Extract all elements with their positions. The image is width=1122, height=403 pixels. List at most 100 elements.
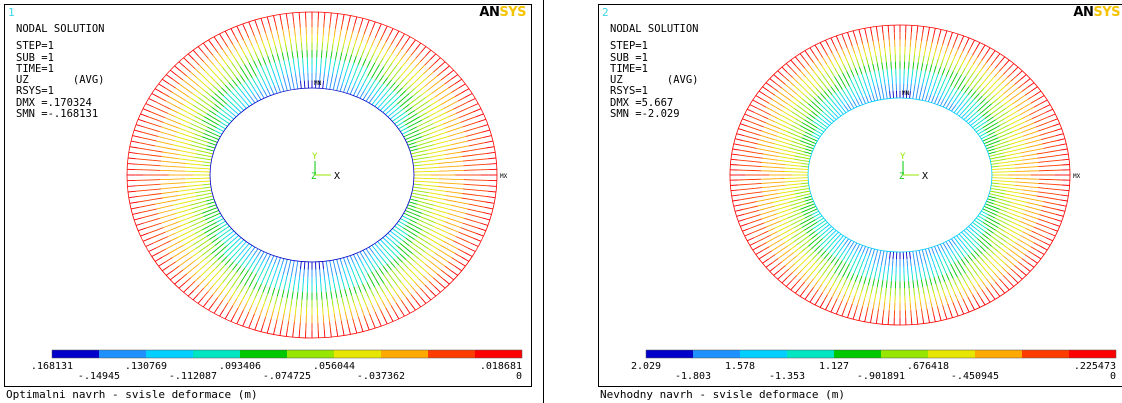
contour-ray-segment xyxy=(288,82,292,91)
contour-ray-segment xyxy=(412,116,420,122)
contour-ray-segment xyxy=(1050,228,1058,232)
contour-ray-segment xyxy=(424,80,432,87)
contour-ray-segment xyxy=(926,308,929,316)
contour-ray-segment xyxy=(415,52,422,59)
contour-ray-segment xyxy=(987,148,996,152)
contour-ray-segment xyxy=(773,74,780,80)
contour-ray-segment xyxy=(986,128,994,134)
contour-ray-segment xyxy=(844,40,848,48)
contour-ray-segment xyxy=(892,251,895,260)
contour-ray-segment xyxy=(1052,198,1060,201)
contour-ray-segment xyxy=(241,251,248,258)
contour-ray-segment xyxy=(272,38,276,47)
contour-ray-segment xyxy=(394,311,400,320)
contour-ray-segment xyxy=(779,195,788,198)
legend-label-bottom: 0 xyxy=(1110,371,1116,382)
contour-ray-segment xyxy=(185,256,193,262)
contour-ray-segment xyxy=(410,129,419,134)
contour-ray-segment xyxy=(384,88,391,95)
contour-ray-segment xyxy=(1038,233,1046,239)
contour-ray-segment xyxy=(987,198,996,202)
contour-ray-segment xyxy=(989,157,998,160)
contour-ray-segment xyxy=(360,324,364,332)
contour-ray-segment xyxy=(441,206,451,210)
contour-ray-segment xyxy=(1021,258,1029,264)
contour-ray-segment xyxy=(413,70,420,77)
contour-ray-segment xyxy=(811,100,818,107)
contour-ray-segment xyxy=(175,210,184,215)
contour-ray-segment xyxy=(402,261,409,269)
contour-ray-segment xyxy=(178,189,187,192)
contour-ray-segment xyxy=(993,71,1000,78)
contour-ray-segment xyxy=(252,69,257,77)
contour-ray-segment xyxy=(991,185,999,188)
contour-ray-segment xyxy=(433,104,441,110)
contour-ray-segment xyxy=(1022,231,1030,236)
contour-ray-segment xyxy=(209,207,218,211)
contour-ray-segment xyxy=(815,87,822,94)
contour-ray-segment xyxy=(231,272,237,279)
contour-ray-segment xyxy=(321,42,324,51)
contour-ray-segment xyxy=(849,54,853,62)
contour-ray-segment xyxy=(1021,158,1030,161)
contour-ray-segment xyxy=(195,156,204,160)
contour-ray-segment xyxy=(965,37,970,45)
contour-ray-segment xyxy=(148,208,157,212)
contour-ray-segment xyxy=(733,204,742,207)
contour-ray-segment xyxy=(817,68,823,76)
contour-ray-segment xyxy=(988,248,995,255)
contour-ray-segment xyxy=(916,316,919,325)
plot-frame xyxy=(598,4,1122,387)
legend-swatch xyxy=(428,350,475,358)
contour-ray-segment xyxy=(158,231,166,236)
contour-ray-segment xyxy=(805,76,812,83)
contour-ray-segment xyxy=(424,93,432,99)
contour-ray-segment xyxy=(477,200,487,203)
contour-ray-segment xyxy=(154,88,163,94)
contour-ray-segment xyxy=(791,140,800,145)
contour-ray-segment xyxy=(207,218,215,224)
contour-ray-segment xyxy=(914,40,917,48)
contour-ray-segment xyxy=(1061,164,1070,166)
contour-ray-segment xyxy=(358,41,362,50)
contour-ray-segment xyxy=(773,143,782,147)
contour-ray-segment xyxy=(951,56,956,64)
contour-ray-segment xyxy=(158,248,167,254)
contour-ray-segment xyxy=(157,135,167,139)
ansys-logo: ANSYS xyxy=(479,5,526,20)
contour-ray-segment xyxy=(1054,218,1062,222)
contour-ray-segment xyxy=(1027,250,1035,256)
contour-ray-segment xyxy=(772,235,781,240)
legend-swatch xyxy=(881,350,928,358)
contour-ray-segment xyxy=(930,87,934,95)
contour-ray-segment xyxy=(416,123,425,128)
contour-ray-segment xyxy=(151,217,160,222)
contour-ray-segment xyxy=(460,119,469,123)
contour-ray-segment xyxy=(1027,82,1035,88)
contour-ray-segment xyxy=(444,124,453,129)
contour-ray-segment xyxy=(813,272,819,279)
contour-ray-segment xyxy=(777,159,786,162)
contour-ray-segment xyxy=(467,229,476,234)
contour-ray-segment xyxy=(336,328,339,337)
legend-swatch xyxy=(193,350,240,358)
contour-ray-segment xyxy=(1015,181,1023,183)
contour-ray-segment xyxy=(245,55,250,63)
contour-ray-segment xyxy=(866,255,870,263)
contour-ray-segment xyxy=(414,239,422,245)
contour-ray-segment xyxy=(465,213,475,217)
contour-ray-segment xyxy=(743,211,752,215)
contour-ray-segment xyxy=(461,150,470,153)
contour-ray-segment xyxy=(270,31,274,40)
contour-ray-segment xyxy=(799,220,808,225)
max-marker: MX xyxy=(1073,173,1081,180)
contour-ray-segment xyxy=(878,70,881,78)
contour-ray-segment xyxy=(239,32,244,41)
contour-ray-segment xyxy=(187,151,197,155)
contour-ray-segment xyxy=(173,120,182,125)
contour-ray-segment xyxy=(293,20,295,29)
contour-ray-segment xyxy=(1012,245,1019,251)
contour-ray-segment xyxy=(793,97,800,103)
contour-ray-segment xyxy=(267,55,271,64)
contour-ray-segment xyxy=(293,321,295,330)
